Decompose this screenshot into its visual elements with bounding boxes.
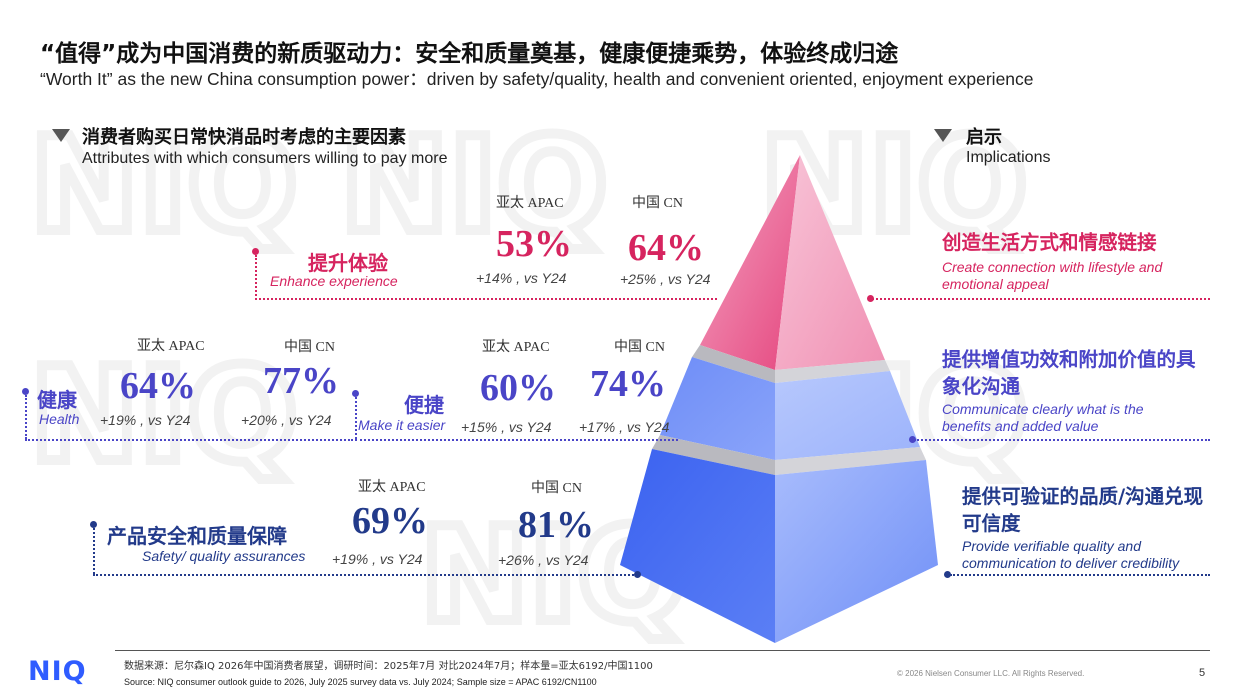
connector-dot [22, 388, 29, 395]
connector-line [355, 397, 357, 439]
watermark-text: NIQ [30, 339, 298, 491]
connector-line [25, 395, 27, 439]
connector-line [950, 574, 1210, 576]
attribute-subtitle-experience: Enhance experience [270, 273, 398, 289]
cn-value: 74% [590, 363, 666, 405]
apac-delta: +14% , vs Y24 [476, 270, 567, 286]
pyramid-middle-right-face [775, 371, 920, 460]
connector-line [25, 439, 353, 441]
source-note-cn: 数据来源：尼尔森IQ 2026年中国消费者展望，调研时间：2025年7月 对比2… [124, 661, 653, 672]
implication-subtitle-1: Create connection with lifestyle and emo… [942, 259, 1163, 292]
apac-value: 60% [480, 367, 556, 409]
apac-label: 亚太 APAC [496, 196, 564, 211]
right-section-title: 启示 [966, 127, 1002, 148]
implication-subtitle-3: Provide verifiable quality and communica… [962, 538, 1180, 571]
implication-title-1: 创造生活方式和情感链接 [942, 231, 1157, 254]
cn-delta: +17% , vs Y24 [579, 419, 670, 435]
connector-dot [909, 436, 916, 443]
cn-delta: +26% , vs Y24 [498, 552, 589, 568]
connector-dot [867, 295, 874, 302]
watermark-text: NIQ [340, 109, 608, 261]
pyramid-middle-left-face [660, 357, 775, 460]
pyramid-bottom-left-face [620, 449, 775, 643]
pyramid-separator [775, 447, 926, 475]
source-note-en: Source: NIQ consumer outlook guide to 20… [124, 677, 597, 687]
connector-dot [944, 571, 951, 578]
implication-subtitle-2: Communicate clearly what is the benefits… [942, 401, 1144, 434]
connector-line [355, 439, 678, 441]
pyramid-separator [692, 345, 775, 383]
watermark-text: NIQ [30, 109, 298, 261]
cn-label: 中国 CN [614, 340, 665, 355]
apac-label: 亚太 APAC [358, 480, 426, 495]
connector-dot [352, 390, 359, 397]
connector-line [914, 439, 1210, 441]
apac-label: 亚太 APAC [482, 340, 550, 355]
attribute-title-health: 健康 [37, 388, 77, 412]
connector-line [872, 298, 1210, 300]
apac-value: 64% [120, 365, 196, 407]
cn-delta: +25% , vs Y24 [620, 271, 711, 287]
attribute-title-experience: 提升体验 [308, 251, 388, 275]
pyramid-bottom-right-face [775, 460, 938, 643]
pyramid-separator [652, 435, 775, 475]
apac-value: 53% [496, 223, 572, 265]
footer-divider [115, 650, 1210, 651]
connector-line [93, 528, 95, 574]
pyramid-top-left-face [700, 155, 800, 370]
page-subtitle: “Worth It” as the new China consumption … [40, 69, 1034, 89]
attribute-subtitle-convenience: Make it easier [358, 417, 446, 433]
cn-delta: +20% , vs Y24 [241, 412, 332, 428]
attribute-subtitle-health: Health [39, 411, 80, 427]
connector-line [93, 574, 638, 576]
connector-dot [634, 571, 641, 578]
pyramid-diagram [620, 155, 938, 643]
attribute-subtitle-safety: Safety/ quality assurances [142, 548, 306, 564]
cn-value: 81% [518, 504, 594, 546]
pyramid-separator [775, 360, 890, 383]
triangle-down-icon [52, 129, 70, 142]
apac-delta: +19% , vs Y24 [100, 412, 191, 428]
cn-label: 中国 CN [531, 481, 582, 496]
page-title: “值得”成为中国消费的新质驱动力：安全和质量奠基，健康便捷乘势，体验终成归途 [40, 41, 899, 67]
connector-dot [252, 248, 259, 255]
implication-title-2: 提供增值功效和附加价值的具象化沟通 [942, 348, 1196, 398]
connector-line [255, 298, 717, 300]
cn-value: 77% [263, 360, 339, 402]
apac-delta: +19% , vs Y24 [332, 551, 423, 567]
copyright: © 2026 Nielsen Consumer LLC. All Rights … [897, 669, 1085, 678]
connector-dot [90, 521, 97, 528]
cn-label: 中国 CN [284, 340, 335, 355]
triangle-down-icon [934, 129, 952, 142]
apac-value: 69% [352, 500, 428, 542]
cn-label: 中国 CN [632, 196, 683, 211]
apac-label: 亚太 APAC [137, 339, 205, 354]
right-section-subtitle: Implications [966, 149, 1051, 166]
left-section-subtitle: Attributes with which consumers willing … [82, 150, 448, 167]
apac-delta: +15% , vs Y24 [461, 419, 552, 435]
pyramid-top-right-face [775, 155, 885, 370]
attribute-title-convenience: 便捷 [404, 393, 444, 417]
cn-value: 64% [628, 227, 704, 269]
niq-logo: NIQ [28, 656, 87, 687]
left-section-title: 消费者购买日常快消品时考虑的主要因素 [82, 127, 406, 148]
connector-line [255, 255, 257, 300]
implication-title-3: 提供可验证的品质/沟通兑现可信度 [962, 485, 1204, 535]
attribute-title-safety: 产品安全和质量保障 [107, 524, 287, 548]
page-number: 5 [1199, 667, 1206, 679]
